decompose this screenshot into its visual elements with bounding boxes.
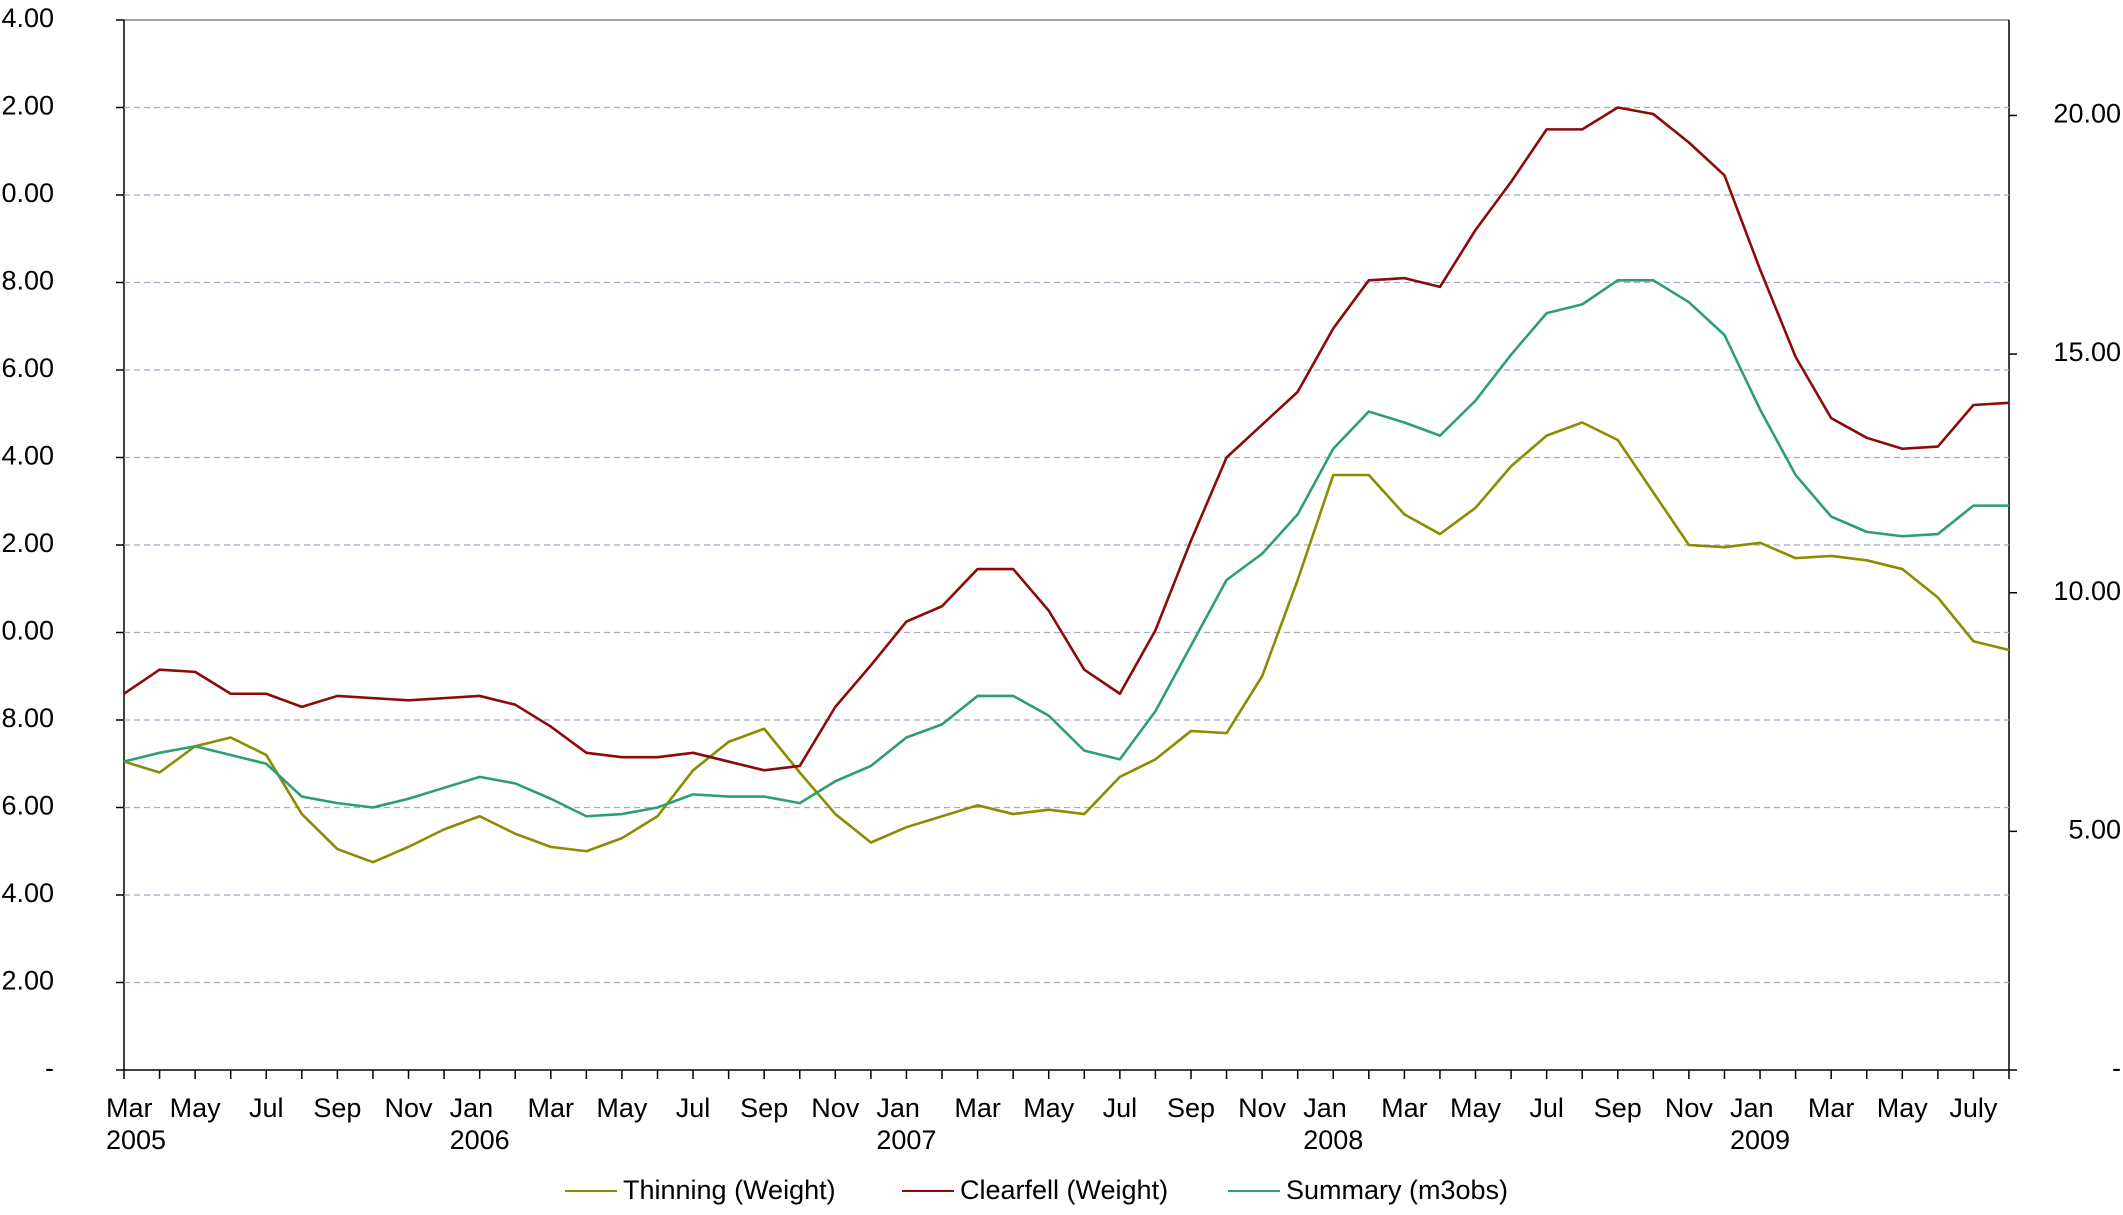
y-tick-label: 16.00 bbox=[0, 353, 54, 383]
y-tick-label: 18.00 bbox=[0, 266, 54, 296]
series-line bbox=[123, 421, 2010, 864]
x-tick-label: Jul bbox=[1529, 1093, 1564, 1123]
y2-tick-label: - bbox=[2112, 1053, 2121, 1083]
x-tick-label: Nov bbox=[1238, 1093, 1287, 1123]
x-tick-label: Sep bbox=[1593, 1093, 1642, 1123]
x-tick-label: Nov bbox=[384, 1093, 433, 1123]
x-tick-label: Jan 2006 bbox=[449, 1093, 510, 1155]
y-tick-label: 20.00 bbox=[0, 178, 54, 208]
y2-tick-label: 20.00 bbox=[2053, 99, 2121, 129]
x-tick-label: Mar bbox=[527, 1093, 575, 1123]
y-tick-label: 12.00 bbox=[0, 528, 54, 558]
y-tick-label: 8.00 bbox=[1, 703, 54, 733]
y-tick-label: 4.00 bbox=[1, 878, 54, 908]
x-tick-label: Mar 2005 bbox=[105, 1093, 167, 1155]
x-tick-label: Sep bbox=[313, 1093, 362, 1123]
x-tick-label: Jan 2008 bbox=[1303, 1093, 1364, 1155]
legend-swatch bbox=[1228, 1189, 1280, 1192]
legend-label: Clearfell (Weight) bbox=[960, 1175, 1169, 1205]
series-line bbox=[123, 279, 2009, 818]
y-tick-label: 10.00 bbox=[0, 616, 54, 646]
legend-item: Summary (m3obs) bbox=[1228, 1175, 1508, 1206]
x-tick-label: May bbox=[596, 1093, 648, 1123]
x-tick-label: Nov bbox=[811, 1093, 860, 1123]
legend-item: Thinning (Weight) bbox=[565, 1175, 836, 1206]
y-tick-label: 6.00 bbox=[1, 791, 54, 821]
y2-tick-label: 15.00 bbox=[2053, 337, 2121, 367]
x-tick-label: Jan 2009 bbox=[1729, 1093, 1791, 1155]
x-tick-label: Jan 2007 bbox=[876, 1093, 937, 1155]
series-line bbox=[123, 106, 2010, 772]
x-tick-label: May bbox=[169, 1093, 221, 1123]
legend-label: Summary (m3obs) bbox=[1286, 1175, 1509, 1205]
x-tick-label: Mar bbox=[954, 1093, 1001, 1123]
y-tick-label: 24.00 bbox=[0, 3, 54, 33]
legend-item: Clearfell (Weight) bbox=[902, 1175, 1168, 1206]
x-tick-label: July bbox=[1949, 1093, 1998, 1123]
x-tick-label: Jul bbox=[1102, 1093, 1138, 1123]
x-tick-label: Nov bbox=[1664, 1093, 1713, 1123]
x-tick-label: Jul bbox=[675, 1093, 711, 1123]
x-tick-label: Sep bbox=[1166, 1093, 1215, 1123]
x-tick-label: Mar bbox=[1381, 1093, 1428, 1123]
y-tick-label: 22.00 bbox=[0, 91, 54, 121]
x-tick-label: Mar bbox=[1807, 1093, 1855, 1123]
y-tick-label: - bbox=[45, 1053, 54, 1083]
legend-swatch bbox=[565, 1189, 617, 1192]
x-tick-label: May bbox=[1023, 1093, 1075, 1123]
y2-tick-label: 10.00 bbox=[2053, 576, 2121, 606]
x-tick-label: Jul bbox=[248, 1093, 284, 1123]
legend-label: Thinning (Weight) bbox=[623, 1175, 836, 1205]
y2-tick-label: 5.00 bbox=[2068, 814, 2121, 844]
x-tick-label: May bbox=[1449, 1093, 1502, 1123]
y-tick-label: 2.00 bbox=[1, 966, 54, 996]
y-tick-label: 14.00 bbox=[0, 441, 54, 471]
x-tick-label: May bbox=[1876, 1093, 1928, 1123]
legend-swatch bbox=[902, 1189, 954, 1192]
x-tick-label: Sep bbox=[740, 1093, 789, 1123]
